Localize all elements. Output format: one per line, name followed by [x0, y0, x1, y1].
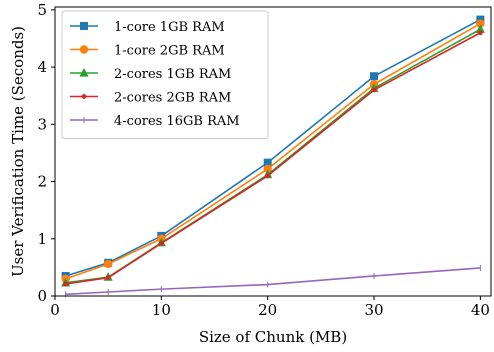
y-tick-label: 2 [37, 173, 47, 191]
data-point [263, 164, 272, 174]
legend-item: 2-cores 2GB RAM [70, 91, 231, 106]
legend-label: 2-cores 1GB RAM [114, 67, 231, 82]
x-tick-label: 0 [50, 301, 60, 319]
y-axis-label: User Verification Time (Seconds) [9, 26, 27, 277]
y-tick-label: 3 [37, 115, 47, 133]
legend: 1-core 1GB RAM 1-core 2GB RAM 2-cores 1GB … [61, 10, 269, 139]
x-axis-ticks: 0 10 20 30 40 [50, 296, 490, 319]
legend-marker [81, 94, 87, 99]
legend-marker [79, 68, 89, 77]
legend-item: 1-core 1GB RAM [70, 20, 225, 35]
data-point [103, 259, 113, 269]
data-point [371, 87, 377, 93]
legend-item: 2-cores 1GB RAM [70, 67, 231, 82]
series-2 [61, 19, 485, 284]
x-tick-label: 30 [364, 301, 383, 319]
legend-label: 1-core 1GB RAM [114, 20, 225, 35]
y-axis-ticks: 0 1 2 3 4 5 [37, 1, 55, 305]
data-point [63, 281, 69, 287]
legend-item: 4-cores 16GB RAM [70, 114, 240, 129]
legend-marker [79, 45, 89, 54]
series-line-5 [65, 267, 481, 296]
x-tick-label: 40 [471, 301, 490, 319]
legend-label: 4-cores 16GB RAM [114, 114, 240, 129]
x-tick-label: 10 [152, 301, 171, 319]
data-point [263, 158, 272, 167]
series-line-1 [65, 18, 481, 277]
legend-item: 1-core 2GB RAM [70, 44, 225, 59]
x-tick-label: 20 [258, 301, 277, 319]
y-tick-label: 5 [37, 1, 47, 19]
legend-label: 2-cores 2GB RAM [114, 91, 231, 106]
data-point [370, 72, 379, 81]
data-point [105, 275, 111, 281]
plot-frame [54, 6, 492, 297]
data-point [476, 19, 485, 28]
y-tick-label: 0 [37, 287, 47, 305]
legend-box [61, 10, 269, 139]
legend-marker [80, 22, 88, 30]
series-line-4 [65, 32, 481, 285]
series-5 [65, 264, 481, 298]
y-tick-label: 1 [37, 230, 47, 248]
data-point [158, 240, 164, 246]
series-line-2 [65, 22, 481, 280]
data-point [265, 173, 271, 179]
data-point [477, 30, 483, 36]
legend-label: 1-core 2GB RAM [114, 44, 225, 59]
y-tick-label: 4 [37, 58, 47, 76]
chart-marks [61, 15, 485, 298]
data-point [475, 24, 485, 33]
x-axis-label: Size of Chunk (MB) [199, 328, 347, 346]
series-4 [63, 30, 483, 287]
